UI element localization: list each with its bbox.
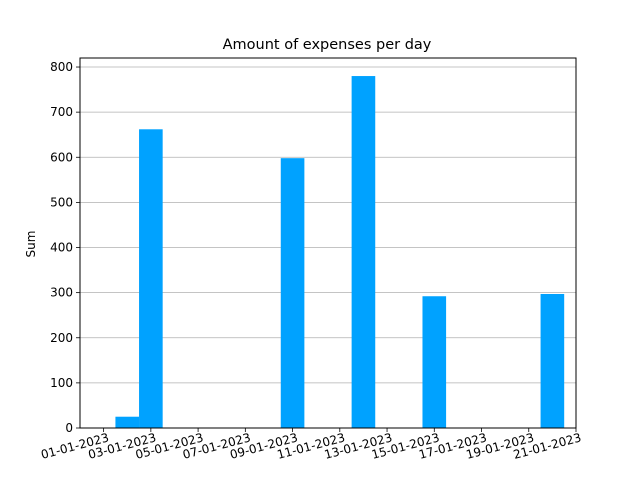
bars bbox=[115, 76, 565, 429]
y-axis: 0 100 200 300 400 500 600 700 800 bbox=[50, 60, 80, 435]
bar-12-01-2023 bbox=[351, 76, 376, 429]
y-tick-label-8: 800 bbox=[50, 60, 73, 74]
bar-20-01-2023 bbox=[540, 293, 565, 428]
y-axis-label: Sum bbox=[24, 231, 38, 258]
y-tick-label-7: 700 bbox=[50, 105, 73, 119]
y-tick-label-6: 600 bbox=[50, 150, 73, 164]
y-tick-label-5: 500 bbox=[50, 195, 73, 209]
bar-09-01-2023 bbox=[280, 158, 305, 429]
y-tick-label-2: 200 bbox=[50, 331, 73, 345]
bar-03-01-2023 bbox=[139, 129, 163, 429]
bar-15-01-2023 bbox=[422, 296, 447, 428]
y-tick-label-4: 400 bbox=[50, 241, 73, 255]
y-tick-label-1: 100 bbox=[50, 376, 73, 390]
y-tick-label-0: 0 bbox=[65, 421, 73, 435]
chart-title: Amount of expenses per day bbox=[223, 37, 432, 53]
bar-02-01-2023 bbox=[115, 416, 140, 428]
y-tick-label-3: 300 bbox=[50, 286, 73, 300]
plot-frame bbox=[79, 57, 577, 429]
